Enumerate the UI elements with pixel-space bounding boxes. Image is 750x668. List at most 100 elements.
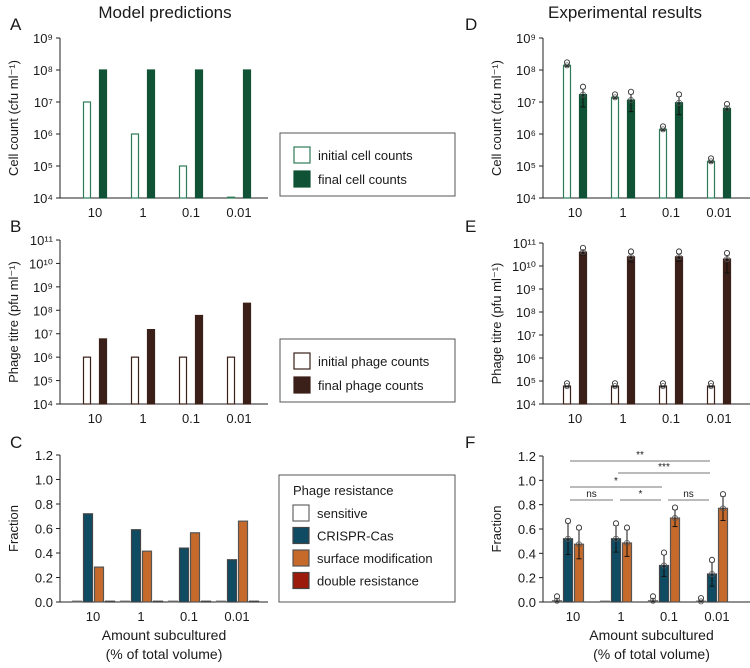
bar-crispr-cas [226,559,238,603]
bar-sensitive [71,600,83,603]
bar-double-resistance [200,600,212,603]
panel-f: F 0.0 0.2 0.4 0.6 0.8 1.0 1.2 Fraction 10 1 0.1 0.01… [465,433,750,662]
y-tick-label: 0.6 [518,522,536,537]
replicate-point [553,593,561,600]
replicate-point [708,556,716,563]
y-tick-label: 10⁷ [34,327,53,342]
y-tick-label: 10⁶ [33,127,53,142]
bar-initial-phage-counts [130,356,140,405]
bar-final-phage-counts [146,328,156,405]
replicate-point [628,97,635,104]
replicate-point [708,158,715,165]
panel-label: F [465,433,475,452]
replicate-point [565,535,572,542]
y-tick-label: 1.2 [35,448,53,463]
replicate-point [627,248,635,255]
x-tick-label: 1 [139,205,146,220]
x-tick-label: 1 [137,609,144,624]
y-tick-label: 10⁷ [517,328,536,343]
y-tick-label: 10⁹ [516,31,536,46]
x-axis-label: Amount subcultured [589,627,714,643]
bar-final-cell-counts [242,69,252,199]
y-axis-label: Cell count (cfu ml⁻¹) [6,60,21,176]
replicate-point [676,253,683,260]
y-tick-label: 0.2 [518,571,536,586]
y-axis-label: Fraction [489,506,504,553]
title-model-predictions: Model predictions [98,3,231,22]
y-tick-label: 10¹¹ [513,236,537,251]
panel-label: C [10,433,22,452]
panel-c: C 0.0 0.2 0.4 0.6 0.8 1.0 1.2 Fraction 10 1 0.1 0.01… [6,433,268,662]
bar-sensitive [119,600,131,603]
replicate-point [661,562,668,569]
x-tick-label: 1 [619,205,626,220]
replicate-point [624,539,631,546]
bar-initial-cell-counts [658,128,668,199]
legend: Phage resistance sensitive CRISPR-Cas surfa… [278,474,456,603]
y-tick-label: 0.8 [518,498,536,513]
y-tick-label: 0.0 [518,595,536,610]
bar-surface-modification [189,532,201,603]
bar-surface-modification [669,517,681,603]
significance-label: * [614,476,618,487]
y-tick-label: 10¹⁰ [512,259,536,274]
y-tick-label: 10⁸ [33,303,53,318]
legend-label: CRISPR-Cas [317,529,394,544]
bar-initial-cell-counts [706,160,716,199]
significance-label: ns [586,489,597,500]
panel-label: E [465,217,476,236]
x-tick-label: 0.01 [226,205,251,220]
bar-initial-cell-counts [82,101,92,199]
bar-surface-modification [141,550,153,603]
y-tick-label: 1.0 [518,473,536,488]
replicate-point [660,549,668,556]
y-tick-label: 10¹⁰ [29,256,53,271]
y-axis-label: Phage titre (pfu ml⁻¹) [489,263,504,385]
replicate-point [612,94,619,101]
significance-label: * [639,489,643,500]
x-tick-label: 10 [566,609,580,624]
bar-final-cell-counts [578,94,588,199]
replicate-point [709,571,716,578]
panel-a: A 10⁴ 10⁵ 10⁶ 10⁷ 10⁸ 10⁹ Cell count (cfu ml⁻¹)… [6,15,268,220]
replicate-point [672,515,679,522]
bar-final-cell-counts [146,69,156,199]
y-tick-label: 10⁷ [517,95,536,110]
bar-surface-modification [93,566,105,603]
replicate-point [671,504,679,511]
x-tick-label: 1 [139,411,146,426]
panel-label: D [465,15,477,34]
bar-double-resistance [248,600,260,603]
bar-initial-cell-counts [130,133,140,199]
y-tick-label: 10⁷ [34,95,53,110]
x-tick-label: 0.01 [704,609,729,624]
x-axis-label: (% of total volume) [106,646,223,662]
replicate-point [723,249,731,257]
bar-final-phage-counts [578,251,588,405]
replicate-point [719,491,727,498]
replicate-point [708,383,715,390]
x-axis-label: (% of total volume) [593,646,710,662]
panel-b: B 10⁴ 10⁵ 10⁶ 10⁷ 10⁸ 10⁹ 10¹⁰ 10¹¹ Phage titre (… [6,217,268,426]
y-axis-label: Fraction [6,505,21,552]
y-tick-label: 1.0 [35,473,53,488]
replicate-point [675,91,683,98]
replicate-point [554,597,561,604]
bar-sensitive [167,600,179,603]
replicate-point [675,248,683,255]
y-tick-label: 1.2 [518,449,536,464]
y-tick-label: 0.4 [35,546,53,561]
y-tick-label: 10⁹ [516,282,536,297]
bar-surface-modification [717,507,729,603]
replicate-point [612,520,620,527]
y-tick-label: 10⁸ [516,305,536,320]
x-tick-label: 0.01 [706,205,731,220]
replicate-point [660,383,667,390]
bar-initial-phage-counts [226,356,236,405]
legend-swatch [293,170,311,188]
y-tick-label: 10⁵ [516,374,536,389]
bar-sensitive [215,600,227,603]
significance-label: ** [636,450,644,461]
y-axis-label: Cell count (cfu ml⁻¹) [489,60,504,176]
